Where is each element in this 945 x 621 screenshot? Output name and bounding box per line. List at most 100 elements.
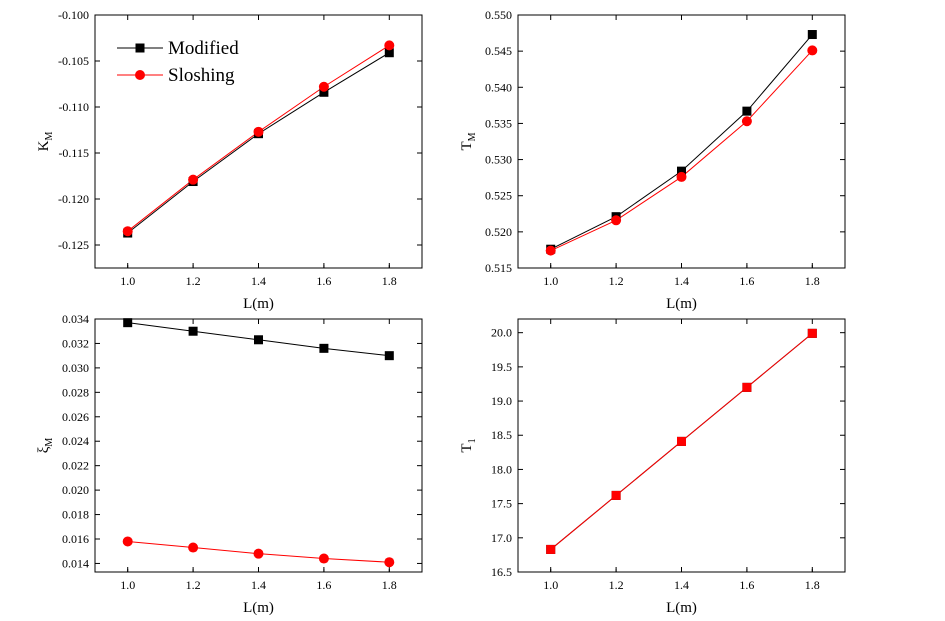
y-tick-label: 0.520 <box>485 225 512 239</box>
legend-label: Modified <box>168 38 239 59</box>
y-axis-label-main: T <box>459 141 475 150</box>
x-tick-label: 1.0 <box>120 274 135 288</box>
x-tick-label: 1.6 <box>316 578 331 592</box>
y-tick-label: 0.016 <box>62 532 89 546</box>
y-tick-label: 17.0 <box>491 531 512 545</box>
data-point-sloshing <box>384 557 395 568</box>
x-tick-label: 1.8 <box>805 578 820 592</box>
x-axis-label: L(m) <box>666 296 697 312</box>
data-point-modified <box>807 30 817 40</box>
y-tick-label: 19.0 <box>491 394 512 408</box>
y-tick-label: 19.5 <box>491 360 512 374</box>
y-axis-label-main: T <box>459 443 475 452</box>
y-tick-label: 0.540 <box>485 80 512 94</box>
data-point-sloshing <box>741 116 752 127</box>
y-axis-label-sub: M <box>44 438 55 447</box>
plot-frame <box>94 318 423 573</box>
series-line-modified <box>127 52 390 234</box>
data-point-sloshing <box>611 215 622 226</box>
y-tick-label: -0.125 <box>58 238 89 252</box>
y-tick-label: 0.032 <box>62 336 89 350</box>
data-point-modified <box>188 326 198 336</box>
data-point-modified <box>677 166 686 176</box>
data-point-sloshing <box>253 126 264 137</box>
data-point-sloshing <box>611 490 621 500</box>
data-point-modified <box>384 351 394 361</box>
data-point-modified <box>319 343 329 353</box>
x-axis-label: L(m) <box>243 600 274 616</box>
data-point-sloshing <box>676 171 687 182</box>
chart-t-1: 1.0 1.2 1.4 1.6 1.8 16.5 17.0 17.5 18.0 18.5 19.0 1… <box>459 318 846 616</box>
y-tick-label: 0.024 <box>62 434 89 448</box>
y-tick-label: 0.525 <box>485 189 512 203</box>
x-tick-label: 1.8 <box>805 274 820 288</box>
series-line-sloshing <box>127 44 390 232</box>
data-point-sloshing <box>122 226 133 237</box>
y-tick-label: 0.030 <box>62 361 89 375</box>
x-tick-label: 1.2 <box>186 578 201 592</box>
data-point-sloshing <box>384 40 395 51</box>
x-tick-label: 1.0 <box>543 274 558 288</box>
y-tick-label: 0.028 <box>62 385 89 399</box>
data-point-sloshing <box>677 436 686 446</box>
y-tick-label: 0.530 <box>485 153 512 167</box>
x-tick-label: 1.6 <box>739 274 754 288</box>
legend: Modified Sloshing <box>117 38 239 86</box>
data-point-sloshing <box>546 544 556 554</box>
y-tick-label: -0.120 <box>58 192 89 206</box>
y-tick-label: 0.018 <box>62 508 89 522</box>
data-point-modified <box>123 318 133 328</box>
data-point-modified <box>742 106 752 116</box>
y-tick-label: -0.105 <box>58 54 89 68</box>
data-point-modified <box>254 335 263 345</box>
x-tick-label: 1.4 <box>674 274 689 288</box>
x-tick-label: 1.2 <box>609 578 624 592</box>
y-axis-label: KM <box>36 132 55 152</box>
y-axis-label-sub: 1 <box>467 438 478 443</box>
x-tick-label: 1.6 <box>316 274 331 288</box>
x-tick-label: 1.2 <box>609 274 624 288</box>
chart-t-m: 1.0 1.2 1.4 1.6 1.8 0.515 0.520 0.525 0.530 0.535… <box>459 8 846 312</box>
y-tick-label: 0.034 <box>62 312 89 326</box>
data-point-sloshing <box>122 536 133 547</box>
x-tick-label: 1.4 <box>674 578 689 592</box>
data-point-sloshing <box>253 548 264 559</box>
y-tick-label: 18.5 <box>491 428 512 442</box>
x-tick-label: 1.6 <box>739 578 754 592</box>
legend-label: Sloshing <box>168 65 235 86</box>
x-tick-label: 1.0 <box>120 578 135 592</box>
data-point-modified <box>319 87 329 97</box>
y-tick-label: -0.110 <box>58 100 89 114</box>
x-axis-label: L(m) <box>243 296 274 312</box>
legend-marker <box>135 43 145 53</box>
data-point-sloshing <box>188 174 199 185</box>
y-tick-label: 0.550 <box>485 8 512 22</box>
data-point-sloshing <box>807 45 818 56</box>
y-tick-label: 18.0 <box>491 462 512 476</box>
data-point-sloshing <box>807 328 817 338</box>
chart-xi-m: 1.0 1.2 1.4 1.6 1.8 0.014 0.016 0.018 0.020 0.022… <box>36 312 423 616</box>
data-point-sloshing <box>188 542 199 553</box>
y-tick-label: -0.115 <box>58 146 89 160</box>
series-line-modified <box>550 34 813 250</box>
y-axis-label-sub: M <box>467 132 478 141</box>
y-axis-label-sub: M <box>44 132 55 141</box>
data-point-sloshing <box>545 245 556 256</box>
x-tick-label: 1.8 <box>382 578 397 592</box>
legend-marker <box>135 70 145 80</box>
y-tick-label: 0.014 <box>62 556 89 570</box>
x-tick-label: 1.4 <box>251 578 266 592</box>
data-point-sloshing <box>318 553 329 564</box>
plot-frame <box>94 14 423 269</box>
x-tick-label: 1.8 <box>382 274 397 288</box>
y-tick-label: 0.535 <box>485 116 512 130</box>
y-axis-label: T1 <box>459 438 478 452</box>
y-axis-label-main: ξ <box>36 446 52 453</box>
data-point-modified <box>384 48 394 58</box>
data-point-sloshing <box>742 382 752 392</box>
y-tick-label: 16.5 <box>491 565 512 579</box>
y-tick-label: 20.0 <box>491 326 512 340</box>
chart-k-m: 1.0 1.2 1.4 1.6 1.8 -0.125 -0.120 -0.115 -0.110 -… <box>36 8 423 312</box>
y-tick-label: 0.020 <box>62 483 89 497</box>
